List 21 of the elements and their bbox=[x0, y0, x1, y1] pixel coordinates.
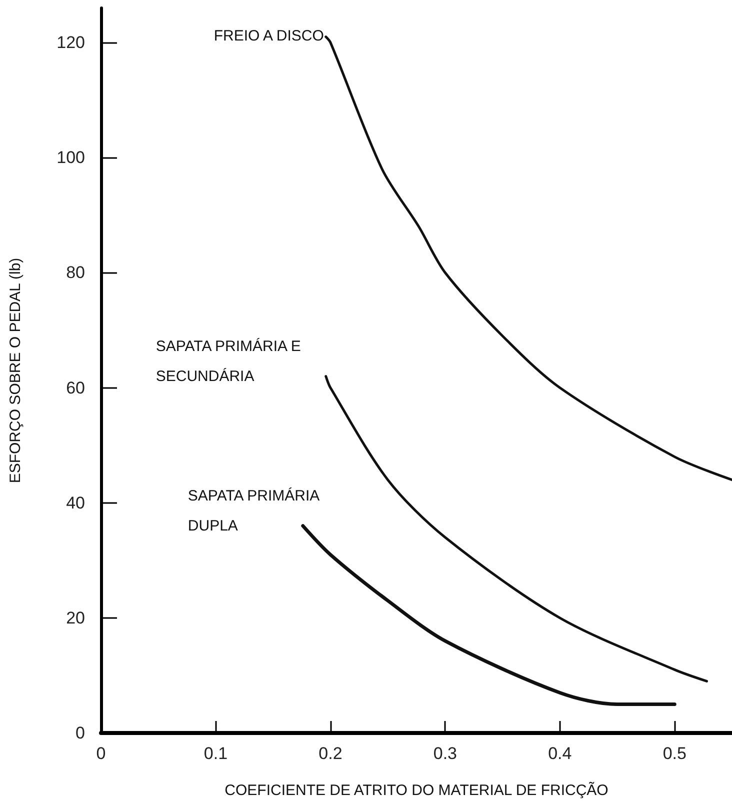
y-axis-title: ESFORÇO SOBRE O PEDAL (lb) bbox=[7, 258, 24, 484]
line-series bbox=[324, 36, 732, 482]
x-tick-label: 0 bbox=[96, 744, 106, 763]
line-series bbox=[324, 375, 708, 682]
x-axis-title: COEFICIENTE DE ATRITO DO MATERIAL DE FRICÇÃO bbox=[224, 781, 608, 799]
x-tick-label: 0.2 bbox=[318, 744, 342, 763]
y-tick-label: 20 bbox=[66, 608, 85, 628]
x-tick-label: 0.5 bbox=[662, 744, 686, 763]
series-label: SAPATA PRIMÁRIA DUPLA bbox=[188, 486, 320, 534]
y-tick-label: 80 bbox=[66, 263, 85, 282]
x-tick-label: 0.3 bbox=[433, 744, 457, 763]
y-tick-label: 40 bbox=[66, 493, 85, 512]
series-label: SAPATA PRIMÁRIA E SECUNDÁRIA bbox=[156, 336, 301, 385]
series-label: FREIO A DISCO bbox=[214, 27, 324, 44]
y-tick-label: 100 bbox=[56, 148, 85, 168]
x-tick-label: 0.1 bbox=[204, 744, 228, 763]
y-tick-label: 120 bbox=[56, 33, 85, 52]
y-tick-label: 60 bbox=[66, 378, 85, 398]
x-tick-label: 0.4 bbox=[548, 744, 572, 763]
y-tick-label: 0 bbox=[76, 724, 85, 742]
line-series bbox=[301, 524, 676, 706]
